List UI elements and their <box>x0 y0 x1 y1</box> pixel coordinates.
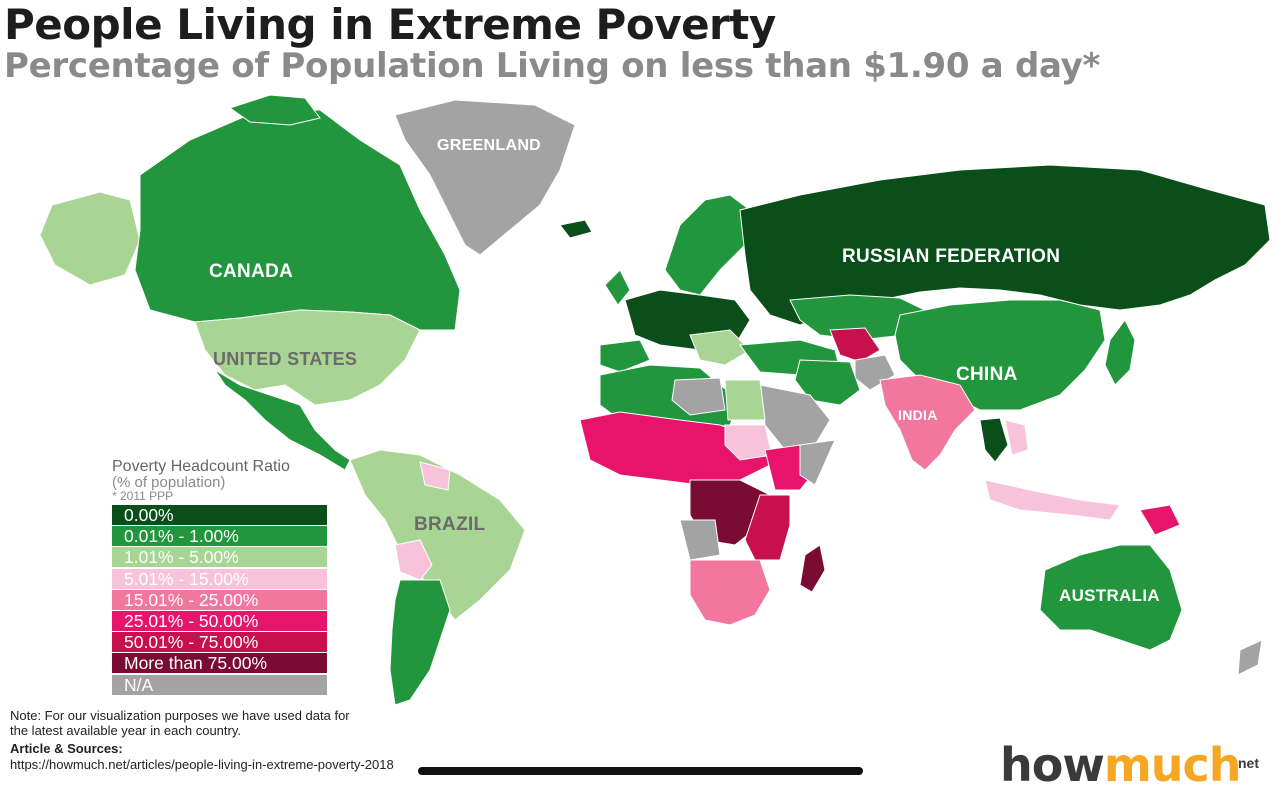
mexico-shape <box>214 369 351 471</box>
logo-part1: how <box>1000 738 1105 792</box>
legend-title: Poverty Headcount Ratio <box>112 458 290 475</box>
legend-items: 0.00% 0.01% - 1.00% 1.01% - 5.00% 5.01% - 1… <box>112 505 327 695</box>
egypt-shape <box>724 379 766 421</box>
bolivia-shape <box>394 539 433 581</box>
greenland-shape <box>394 99 576 256</box>
world-map <box>39 94 1271 706</box>
guiana-shape <box>419 461 451 491</box>
footer-note: Note: For our visualization purposes we … <box>10 708 350 738</box>
india-shape <box>879 374 976 471</box>
uk-shape <box>604 269 631 306</box>
legend-note: * 2011 PPP <box>112 489 174 503</box>
sources-url[interactable]: https://howmuch.net/articles/people-livi… <box>10 757 394 772</box>
iran-shape <box>794 359 861 406</box>
sources-heading: Article & Sources: <box>10 741 123 756</box>
east-africa-shape <box>744 494 791 561</box>
balkans-shape <box>689 329 751 366</box>
iberia-shape <box>599 339 651 373</box>
legend-item: 50.01% - 75.00% <box>112 632 327 653</box>
iceland-shape <box>559 219 593 239</box>
logo-net-suffix: net <box>1238 755 1259 771</box>
legend-item: 25.01% - 50.00% <box>112 610 327 631</box>
scandinavia-shape <box>664 194 751 296</box>
map-subtitle: Percentage of Population Living on less … <box>4 46 1100 86</box>
alaska-shape <box>39 191 141 286</box>
indonesia-shape <box>984 479 1121 521</box>
new-zealand-shape <box>1237 639 1263 676</box>
legend-item: 1.01% - 5.00% <box>112 547 327 568</box>
legend-item: 0.00% <box>112 505 327 525</box>
libya-shape <box>671 377 726 416</box>
tajikistan-shape <box>829 327 881 363</box>
papua-shape <box>1139 504 1181 536</box>
angola-shape <box>679 519 721 561</box>
canada-shape <box>134 109 461 331</box>
canada-arctic-islands <box>228 94 321 126</box>
legend-item: 0.01% - 1.00% <box>112 526 327 547</box>
south-america-north <box>349 449 526 621</box>
argentina-shape <box>389 579 451 706</box>
legend-item: 15.01% - 25.00% <box>112 589 327 610</box>
howmuch-logo[interactable]: howmuch <box>1000 738 1242 792</box>
map-title: People Living in Extreme Poverty <box>4 0 776 49</box>
horizontal-scrollbar[interactable] <box>418 767 863 775</box>
legend: Poverty Headcount Ratio (% of population… <box>112 458 327 695</box>
legend-subtitle: (% of population) <box>112 474 226 491</box>
thailand-shape <box>979 417 1009 463</box>
logo-part2: much <box>1103 738 1242 792</box>
somalia-shape <box>799 439 836 486</box>
united-states-shape <box>194 309 421 406</box>
madagascar-shape <box>799 544 826 593</box>
sudan-shape <box>724 424 773 461</box>
japan-shape <box>1104 319 1136 386</box>
southern-africa-shape <box>689 559 771 626</box>
legend-item: 5.01% - 15.00% <box>112 568 327 589</box>
australia-shape <box>1039 544 1183 651</box>
west-africa-shape <box>579 411 771 486</box>
laos-shape <box>1004 419 1029 456</box>
legend-item: N/A <box>112 674 327 695</box>
legend-item: More than 75.00% <box>112 653 327 674</box>
